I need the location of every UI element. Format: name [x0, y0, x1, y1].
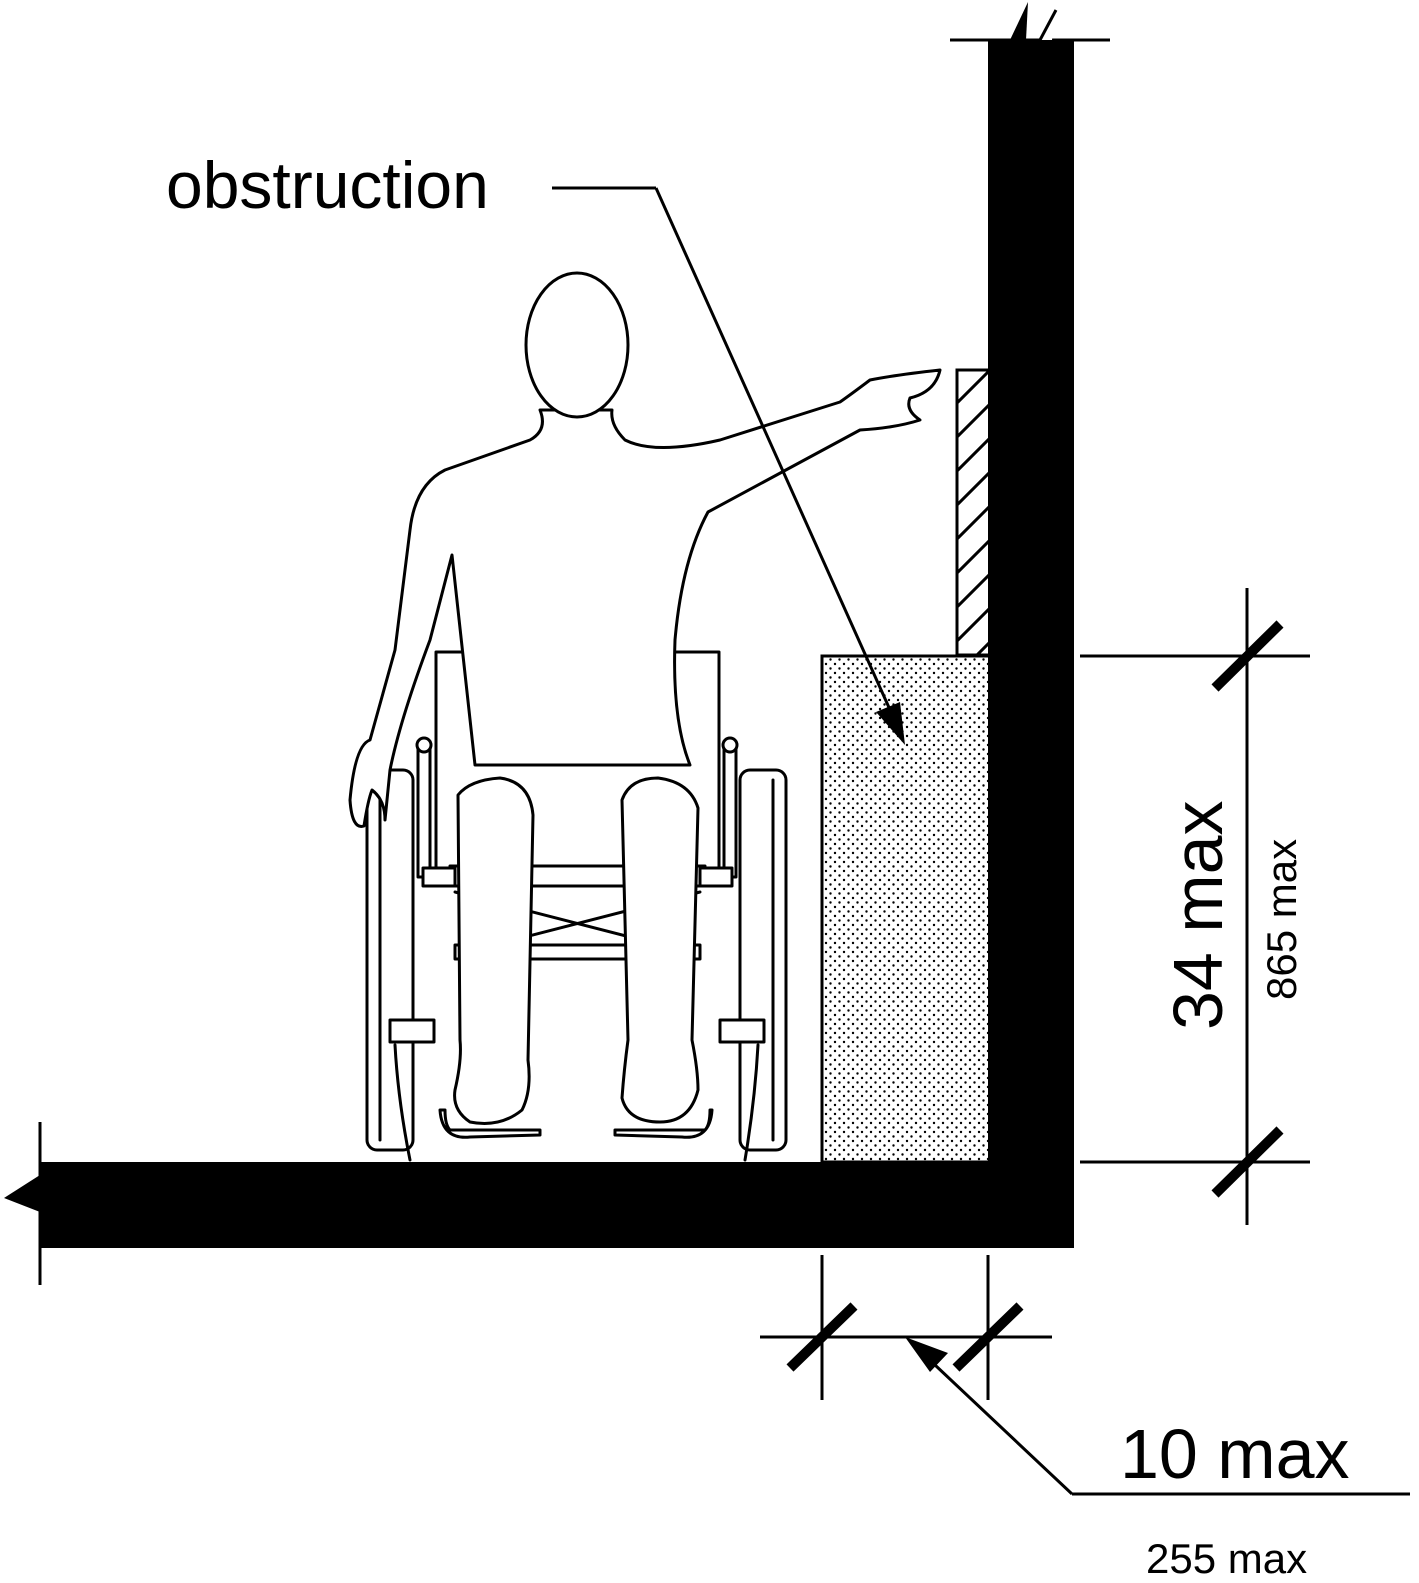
height-dimension: [1080, 588, 1310, 1225]
height-imperial-label: 34 max: [1159, 800, 1237, 1030]
left-wheel: [365, 768, 415, 1152]
wheelchair-user-figure: [348, 271, 942, 1162]
right-wheel: [738, 768, 788, 1152]
floor-slab: [4, 1122, 1074, 1285]
depth-leader-arrowhead: [905, 1337, 948, 1372]
wall-element-hatched: [955, 368, 1021, 657]
obstruction-block: [820, 654, 1074, 1164]
obstruction-leader: [552, 186, 905, 745]
obstruction-label: obstruction: [166, 148, 489, 222]
depth-metric-label: 255 max: [1146, 1535, 1307, 1578]
height-metric-label: 865 max: [1258, 839, 1305, 1000]
depth-dimension: [760, 1255, 1410, 1496]
depth-imperial-label: 10 max: [1120, 1415, 1350, 1493]
